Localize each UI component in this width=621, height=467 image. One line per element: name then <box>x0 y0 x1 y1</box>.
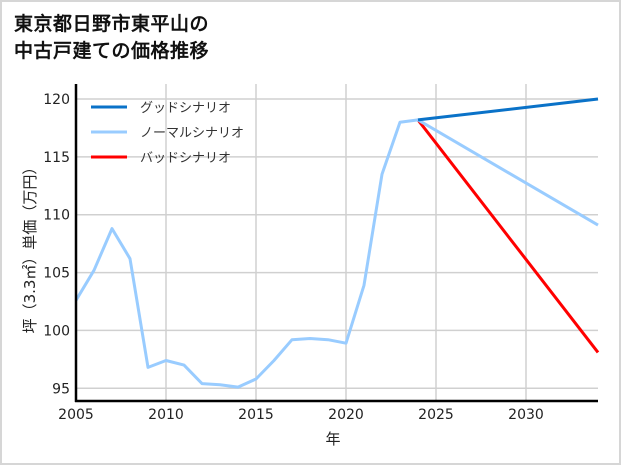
x-tick-label: 2030 <box>508 407 544 423</box>
x-tick-label: 2010 <box>148 407 184 423</box>
chart-title-line1: 東京都日野市東平山の <box>14 13 210 35</box>
y-axis-label: 坪（3.3㎡）単価（万円） <box>21 160 39 334</box>
y-tick-label: 120 <box>43 92 70 108</box>
y-tick-label: 115 <box>43 150 70 166</box>
y-tick-label: 110 <box>43 208 70 224</box>
x-tick-label: 2015 <box>238 407 274 423</box>
series-line <box>416 118 600 354</box>
x-tick-label: 2005 <box>58 407 94 423</box>
legend-label: バッドシナリオ <box>140 151 231 166</box>
y-tick-label: 100 <box>43 323 70 339</box>
x-tick-label: 2025 <box>418 407 454 423</box>
y-tick-label: 95 <box>52 381 70 397</box>
chart-title-line2: 中古戸建ての価格推移 <box>14 40 210 62</box>
chart-title: 東京都日野市東平山の 中古戸建ての価格推移 <box>14 11 209 65</box>
series-line <box>417 97 599 122</box>
legend-label: グッドシナリオ <box>140 101 231 116</box>
series-line <box>74 118 599 389</box>
x-axis-label: 年 <box>325 430 340 448</box>
legend-label: ノーマルシナリオ <box>140 126 244 141</box>
x-tick-label: 2020 <box>328 407 364 423</box>
y-tick-label: 105 <box>43 266 70 282</box>
